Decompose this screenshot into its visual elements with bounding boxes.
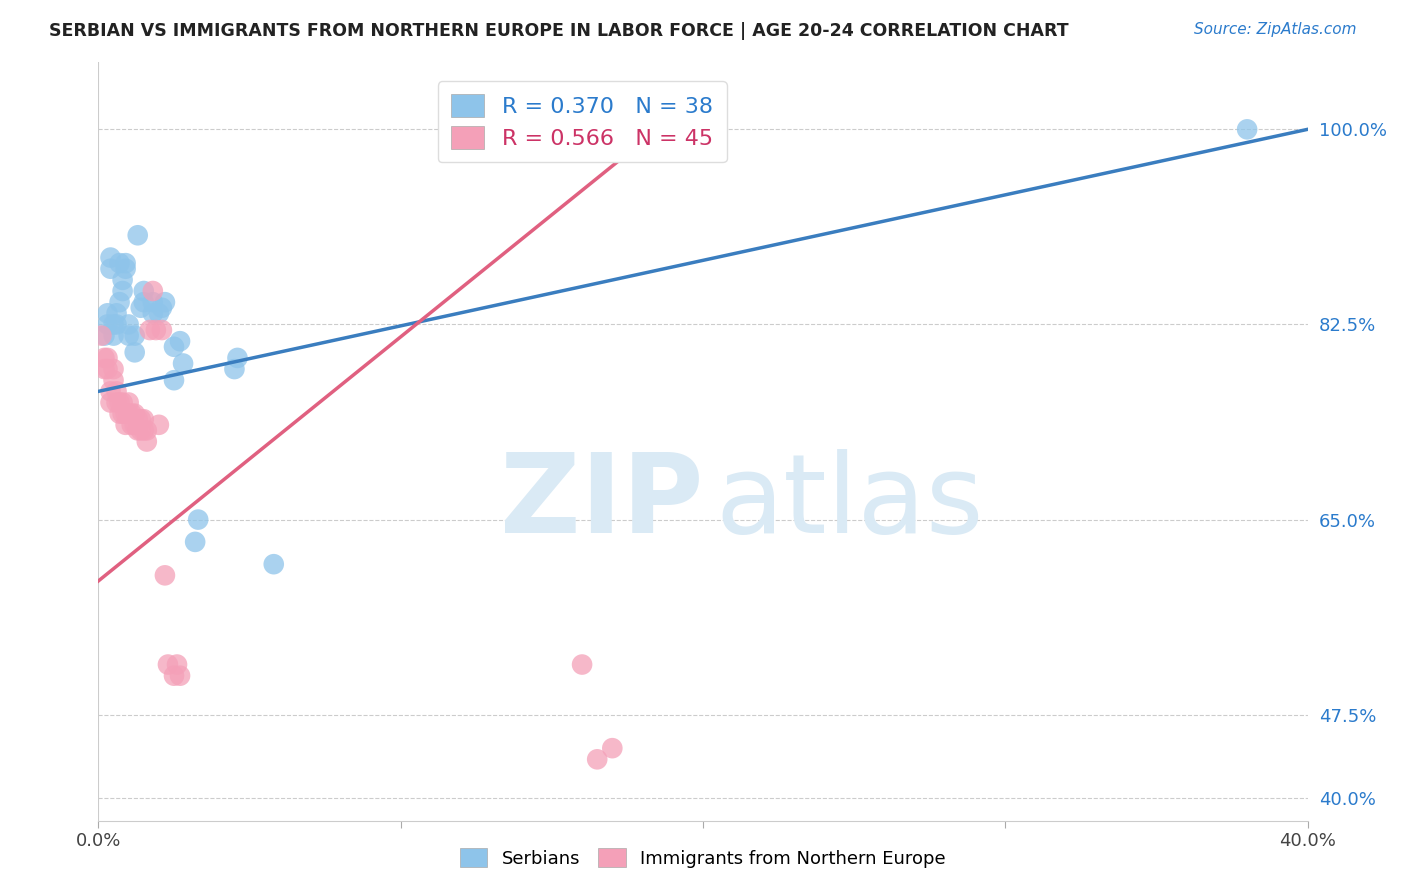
Point	[169, 334, 191, 349]
Point	[148, 417, 170, 432]
Point	[121, 407, 143, 421]
Point	[226, 351, 249, 365]
Point	[108, 295, 131, 310]
Legend: Serbians, Immigrants from Northern Europe: Serbians, Immigrants from Northern Europ…	[450, 838, 956, 879]
Point	[96, 318, 118, 332]
Point	[132, 424, 155, 438]
Point	[135, 434, 157, 449]
Point	[571, 657, 593, 672]
Point	[139, 323, 162, 337]
Point	[114, 261, 136, 276]
Point	[127, 424, 149, 438]
Point	[100, 384, 122, 399]
Point	[124, 407, 146, 421]
Point	[105, 384, 128, 399]
Point	[156, 657, 179, 672]
Point	[142, 284, 165, 298]
Point	[114, 256, 136, 270]
Point	[224, 362, 246, 376]
Point	[108, 407, 131, 421]
Point	[1236, 122, 1258, 136]
Point	[103, 373, 125, 387]
Point	[93, 351, 115, 365]
Point	[118, 395, 141, 409]
Point	[118, 328, 141, 343]
Point	[118, 318, 141, 332]
Point	[127, 228, 149, 243]
Point	[631, 122, 654, 136]
Point	[166, 657, 188, 672]
Point	[163, 340, 186, 354]
Text: Source: ZipAtlas.com: Source: ZipAtlas.com	[1194, 22, 1357, 37]
Point	[90, 328, 112, 343]
Point	[145, 323, 167, 337]
Point	[111, 273, 134, 287]
Point	[142, 306, 165, 320]
Point	[93, 362, 115, 376]
Point	[124, 328, 146, 343]
Point	[96, 306, 118, 320]
Point	[103, 362, 125, 376]
Point	[108, 256, 131, 270]
Point	[150, 323, 173, 337]
Legend: R = 0.370   N = 38, R = 0.566   N = 45: R = 0.370 N = 38, R = 0.566 N = 45	[437, 81, 727, 162]
Point	[121, 417, 143, 432]
Point	[108, 395, 131, 409]
Point	[105, 306, 128, 320]
Point	[142, 295, 165, 310]
Point	[602, 741, 624, 756]
Point	[132, 412, 155, 426]
Text: ZIP: ZIP	[499, 449, 703, 556]
Point	[96, 362, 118, 376]
Point	[118, 407, 141, 421]
Point	[96, 351, 118, 365]
Point	[153, 568, 176, 582]
Point	[105, 395, 128, 409]
Point	[172, 356, 194, 371]
Point	[263, 557, 285, 572]
Point	[163, 373, 186, 387]
Point	[103, 318, 125, 332]
Point	[103, 328, 125, 343]
Point	[124, 417, 146, 432]
Point	[114, 417, 136, 432]
Point	[129, 301, 152, 315]
Point	[132, 295, 155, 310]
Point	[184, 535, 207, 549]
Point	[93, 328, 115, 343]
Point	[129, 412, 152, 426]
Point	[187, 513, 209, 527]
Point	[124, 345, 146, 359]
Point	[586, 752, 609, 766]
Point	[111, 395, 134, 409]
Point	[111, 284, 134, 298]
Point	[135, 424, 157, 438]
Point	[100, 251, 122, 265]
Point	[100, 395, 122, 409]
Text: SERBIAN VS IMMIGRANTS FROM NORTHERN EUROPE IN LABOR FORCE | AGE 20-24 CORRELATIO: SERBIAN VS IMMIGRANTS FROM NORTHERN EURO…	[49, 22, 1069, 40]
Point	[132, 284, 155, 298]
Point	[169, 669, 191, 683]
Point	[111, 407, 134, 421]
Point	[150, 301, 173, 315]
Point	[163, 669, 186, 683]
Point	[100, 261, 122, 276]
Point	[114, 407, 136, 421]
Point	[153, 295, 176, 310]
Text: atlas: atlas	[716, 449, 984, 556]
Point	[129, 424, 152, 438]
Point	[127, 412, 149, 426]
Point	[105, 318, 128, 332]
Point	[148, 306, 170, 320]
